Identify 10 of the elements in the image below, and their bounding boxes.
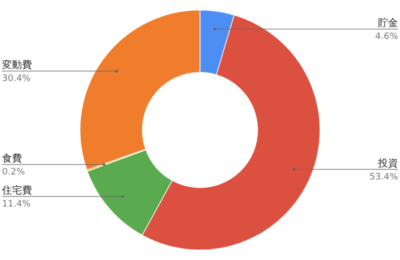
data-label: 0.2% — [2, 168, 26, 178]
slice-label: 貯金 — [378, 17, 398, 30]
slice-label: 変動費 — [2, 59, 32, 72]
data-label: 4.6% — [375, 32, 398, 42]
data-label: 11.4% — [2, 199, 32, 210]
data-label: 30.4% — [2, 74, 32, 84]
slice-label: 食費 — [2, 152, 22, 165]
data-label: 53.4% — [369, 172, 398, 182]
slice-label: 住宅費 — [2, 184, 32, 196]
slice-label: 投資 — [377, 157, 398, 170]
